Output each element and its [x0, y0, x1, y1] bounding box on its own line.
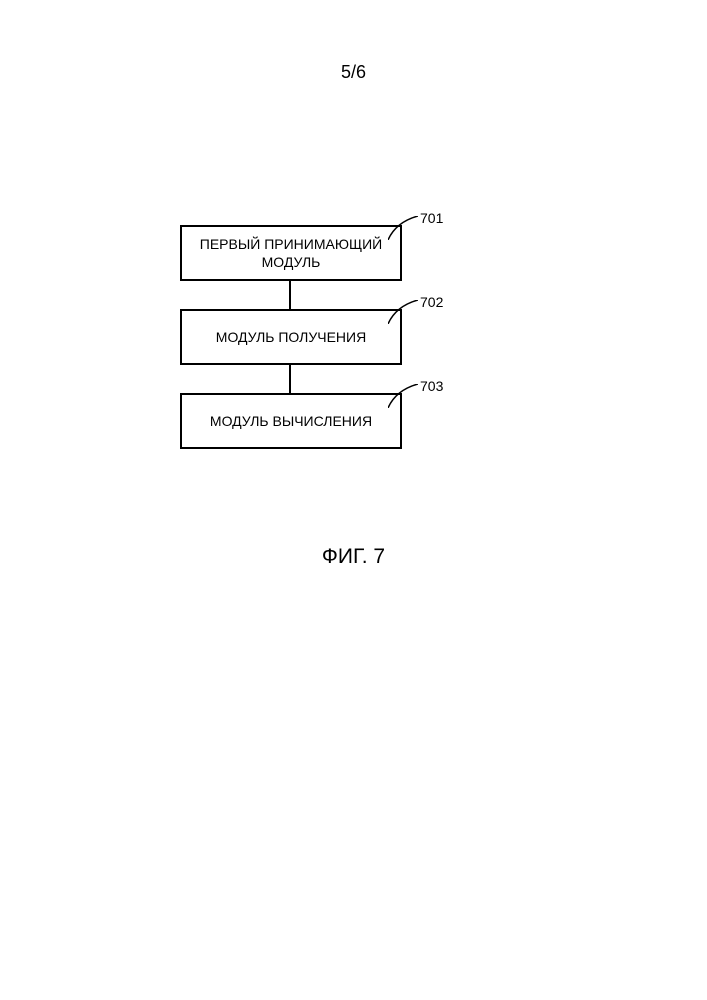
- figure-caption: ФИГ. 7: [322, 545, 385, 569]
- flowchart-connector: [289, 365, 291, 393]
- flowchart-diagram: ПЕРВЫЙ ПРИНИМАЮЩИЙ МОДУЛЬ 701 МОДУЛЬ ПОЛ…: [180, 225, 500, 449]
- node-ref-label: 702: [420, 293, 443, 311]
- flowchart-node: МОДУЛЬ ВЫЧИСЛЕНИЯ 703: [180, 393, 402, 449]
- node-text: МОДУЛЬ ПОЛУЧЕНИЯ: [216, 328, 366, 346]
- callout-line-icon: [388, 300, 418, 324]
- node-ref-label: 701: [420, 209, 443, 227]
- page-number: 5/6: [341, 62, 366, 83]
- flowchart-connector: [289, 281, 291, 309]
- flowchart-node: МОДУЛЬ ПОЛУЧЕНИЯ 702: [180, 309, 402, 365]
- node-ref-label: 703: [420, 377, 443, 395]
- callout-line-icon: [388, 384, 418, 408]
- node-text: ПЕРВЫЙ ПРИНИМАЮЩИЙ МОДУЛЬ: [200, 235, 382, 271]
- node-text: МОДУЛЬ ВЫЧИСЛЕНИЯ: [210, 412, 372, 430]
- callout-line-icon: [388, 216, 418, 240]
- flowchart-node: ПЕРВЫЙ ПРИНИМАЮЩИЙ МОДУЛЬ 701: [180, 225, 402, 281]
